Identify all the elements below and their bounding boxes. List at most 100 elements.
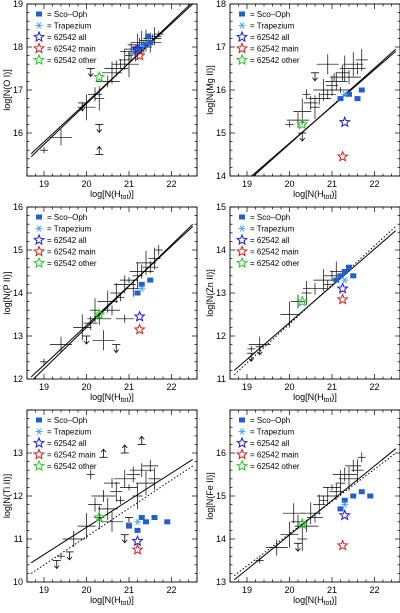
sco-oph-point [126, 523, 132, 529]
y-tick-label: 15 [216, 202, 226, 212]
lower-limit [120, 444, 129, 454]
upper-limit [298, 132, 307, 142]
sco-oph-point [147, 40, 154, 46]
data-point [88, 497, 102, 512]
star-other-point [93, 70, 106, 83]
star-all-point [131, 534, 144, 547]
data-point [83, 316, 98, 331]
legend-label: = Sco–Oph [250, 213, 290, 222]
data-point [303, 95, 318, 110]
x-tick-label: 20 [81, 585, 91, 595]
plot-area [250, 48, 397, 176]
sco-oph-point [337, 273, 344, 279]
upper-limit [247, 352, 256, 362]
data-point [73, 314, 92, 341]
y-tick-label: 17 [216, 42, 226, 52]
star-all-point [338, 508, 351, 521]
lower-limit [99, 448, 108, 458]
legend-label: = Sco–Oph [47, 213, 87, 222]
x-tick-label: 19 [242, 179, 252, 189]
upper-limit [294, 542, 302, 552]
legend: = Sco–Oph = Trapezium = 62542 all = 62542 m… [32, 10, 97, 66]
data-point [357, 452, 366, 463]
legend-label: = Sco–Oph [47, 10, 87, 19]
legend-marker [238, 428, 246, 435]
y-tick-label: 10 [13, 577, 23, 587]
data-point [57, 553, 65, 560]
data-point [316, 54, 339, 75]
y-tick-label: 11 [14, 534, 23, 544]
legend-marker [239, 417, 245, 423]
plot-area [233, 448, 397, 581]
data-point [90, 298, 100, 323]
star-other-point [296, 295, 309, 307]
upper-limit [112, 344, 121, 354]
star-other-point [296, 517, 309, 530]
axis-ticks [26, 206, 198, 380]
data-point [126, 280, 141, 297]
x-tick-label: 20 [284, 382, 294, 392]
star-other-point [296, 118, 309, 130]
x-tick-label: 22 [369, 179, 379, 189]
data-point [319, 496, 328, 505]
y-axis-label: log[N(Fe II)] [205, 472, 215, 520]
legend: = Sco–Oph = Trapezium = 62542 all = 62542 m… [235, 10, 300, 66]
x-tick-label: 22 [166, 179, 176, 189]
sco-oph-point [358, 489, 365, 495]
legend-label: = 62542 other [250, 56, 300, 65]
y-tick-label: 16 [13, 202, 23, 212]
upper-limit [52, 560, 61, 570]
data-point [337, 70, 361, 85]
sco-oph-point [346, 91, 352, 97]
legend-label: = 62542 all [250, 236, 290, 245]
x-axis-label: log[N(Htot)] [90, 595, 134, 607]
legend-marker [32, 448, 46, 460]
sco-oph-point [350, 493, 357, 499]
sco-oph-point [143, 519, 149, 525]
legend: = Sco–Oph = Trapezium = 62542 all = 62542 m… [32, 213, 97, 269]
chart-panel: 19 20 21 22 13 14 15 16 log[N(Htot)] log[N(Fe II)… [205, 409, 400, 607]
legend-marker [235, 448, 249, 460]
y-axis-label: log[N(Zn II)] [205, 269, 215, 317]
data-point [307, 92, 332, 105]
data-point [116, 496, 125, 505]
fit-line [233, 452, 397, 576]
data-point [92, 330, 115, 351]
legend-label: = Sco–Oph [250, 416, 290, 425]
trapezium-point [134, 518, 141, 526]
data-point [323, 484, 341, 491]
legend-marker [235, 233, 249, 246]
data-point [351, 459, 364, 482]
sco-oph-point [164, 519, 171, 525]
data-point [310, 95, 320, 120]
data-point [132, 262, 143, 289]
data-point [40, 147, 48, 154]
data-point [104, 305, 120, 316]
legend-label: = 62542 main [250, 248, 299, 257]
upper-limit [65, 551, 74, 561]
data-point [126, 466, 141, 483]
data-point [88, 87, 102, 102]
data-point [332, 467, 357, 482]
star-all-point [133, 310, 146, 322]
data-point [325, 72, 348, 91]
sco-oph-point [134, 290, 141, 296]
legend-marker [238, 225, 246, 232]
trapezium-point [341, 501, 349, 508]
legend-marker [235, 459, 249, 472]
data-point [50, 336, 72, 353]
legend-label: = 62542 main [250, 45, 299, 54]
sco-oph-point [337, 506, 344, 512]
data-point [349, 62, 366, 75]
star-all-point [131, 42, 144, 55]
legend: = Sco–Oph = Trapezium = 62542 all = 62542 m… [235, 213, 300, 269]
y-axis-label: log[N(P II)] [2, 272, 12, 315]
data-point [50, 129, 72, 146]
data-point [148, 247, 161, 270]
data-point [97, 497, 118, 520]
legend-label: = 62542 other [250, 259, 300, 268]
legend: = Sco–Oph = Trapezium = 62542 all = 62542 m… [235, 416, 300, 472]
x-tick-label: 21 [327, 382, 337, 392]
legend-label: = 62542 all [250, 439, 290, 448]
